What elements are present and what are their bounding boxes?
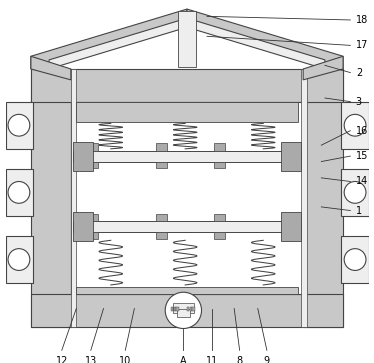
Bar: [71, 102, 303, 294]
Circle shape: [344, 114, 366, 136]
Bar: [173, 303, 193, 309]
Bar: [190, 307, 192, 311]
Bar: [177, 307, 179, 311]
Text: 1: 1: [356, 205, 362, 216]
Bar: [73, 221, 301, 232]
Bar: [73, 151, 301, 162]
Bar: [76, 102, 298, 122]
Text: 2: 2: [356, 68, 362, 78]
Bar: [301, 69, 307, 327]
Bar: [31, 294, 343, 327]
Bar: [341, 169, 368, 216]
Bar: [178, 11, 196, 67]
Bar: [281, 142, 301, 171]
Circle shape: [8, 182, 30, 203]
Text: 10: 10: [119, 356, 131, 363]
Polygon shape: [49, 18, 187, 69]
Bar: [341, 236, 368, 283]
Polygon shape: [31, 9, 187, 69]
Bar: [31, 69, 343, 102]
Bar: [177, 304, 190, 317]
Bar: [156, 143, 167, 151]
Bar: [87, 143, 98, 151]
Bar: [156, 232, 167, 239]
Bar: [87, 232, 98, 239]
Circle shape: [344, 182, 366, 203]
Bar: [71, 69, 76, 327]
Bar: [173, 307, 193, 313]
Text: 16: 16: [356, 126, 368, 136]
Text: 3: 3: [356, 97, 362, 107]
Bar: [73, 212, 93, 241]
Text: 15: 15: [356, 151, 368, 161]
Circle shape: [344, 249, 366, 270]
Bar: [156, 162, 167, 168]
Bar: [214, 232, 225, 239]
Bar: [285, 143, 296, 151]
Text: 8: 8: [237, 356, 243, 363]
Bar: [76, 287, 298, 294]
Bar: [171, 307, 173, 311]
Bar: [214, 162, 225, 168]
Polygon shape: [187, 9, 343, 69]
Bar: [214, 143, 225, 151]
Bar: [87, 162, 98, 168]
Text: 14: 14: [356, 176, 368, 187]
Bar: [31, 69, 71, 327]
Text: 12: 12: [56, 356, 68, 363]
Bar: [214, 214, 225, 221]
Text: A: A: [180, 356, 187, 363]
Bar: [87, 214, 98, 221]
Bar: [193, 307, 195, 311]
Bar: [6, 102, 33, 149]
Bar: [187, 307, 189, 311]
Bar: [285, 232, 296, 239]
Bar: [6, 169, 33, 216]
Bar: [73, 142, 93, 171]
Bar: [174, 307, 176, 311]
Text: 17: 17: [356, 40, 368, 50]
Bar: [281, 212, 301, 241]
Polygon shape: [31, 56, 71, 80]
Text: 13: 13: [85, 356, 97, 363]
Text: 18: 18: [356, 15, 368, 25]
Bar: [6, 236, 33, 283]
Circle shape: [8, 114, 30, 136]
Bar: [285, 162, 296, 168]
Bar: [285, 214, 296, 221]
Bar: [341, 102, 368, 149]
Bar: [156, 214, 167, 221]
Circle shape: [165, 292, 202, 329]
Circle shape: [8, 249, 30, 270]
Polygon shape: [303, 56, 343, 80]
Text: 9: 9: [264, 356, 270, 363]
Bar: [303, 69, 343, 327]
Polygon shape: [187, 18, 325, 69]
Text: 11: 11: [206, 356, 218, 363]
